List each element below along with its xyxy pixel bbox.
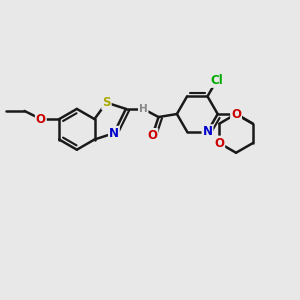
Text: N: N — [109, 127, 119, 140]
Text: O: O — [147, 129, 158, 142]
Text: O: O — [214, 136, 224, 150]
Text: Cl: Cl — [210, 74, 223, 87]
Text: N: N — [202, 125, 212, 138]
Text: H: H — [139, 104, 148, 114]
Text: O: O — [36, 112, 46, 126]
Text: S: S — [102, 96, 111, 109]
Text: O: O — [231, 107, 241, 121]
